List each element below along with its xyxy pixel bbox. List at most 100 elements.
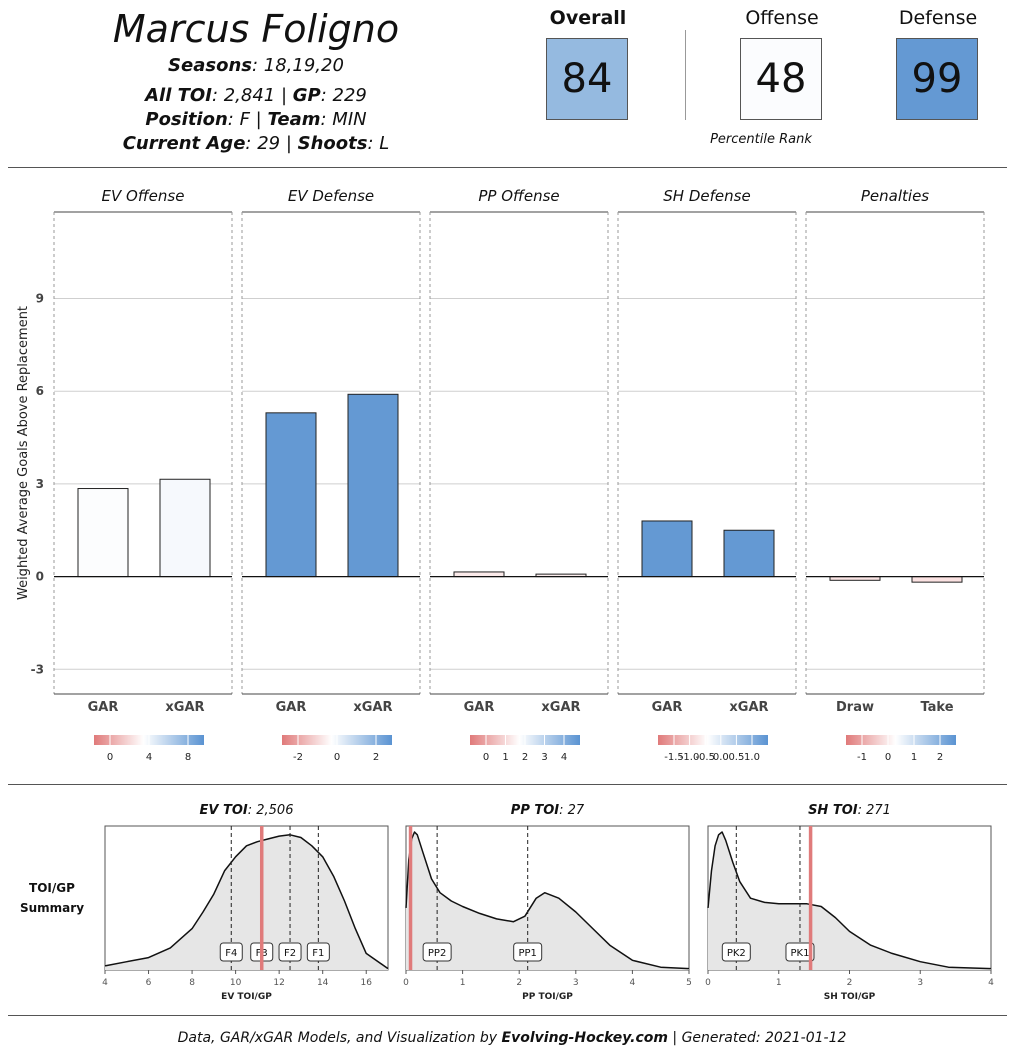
line-marker-label: PK1 [790,948,809,959]
legend-tick-label: 8 [185,752,191,763]
line-marker-label: PP1 [518,948,536,959]
overall-rank-box: 84 [546,38,628,120]
line-marker-label-box [721,942,751,962]
bar [911,576,963,583]
bar [159,478,211,578]
defense-label: Defense [898,7,978,29]
team-label: Team [267,109,321,130]
age-label: Current Age [122,133,246,154]
player-name: Marcus Foligno [112,7,400,51]
bar [723,529,775,578]
line-marker-label: F2 [284,948,296,959]
y-tick-label: 3 [36,477,44,491]
gp-label: GP [292,85,321,106]
density-area [406,832,689,970]
x-tick-label: 3 [917,978,923,988]
percentile-rank-label: Percentile Rank [710,132,812,147]
x-tick-label: 10 [230,978,242,988]
line-marker-label: PP2 [428,948,446,959]
line-marker-label-box [422,942,452,962]
legend-tick-label: 2 [373,752,379,763]
x-category-label: xGAR [541,700,580,715]
bar-panel: PP Offense GAR xGAR 0 1 2 3 4 [429,187,609,763]
legend-tick-label: 0 [483,752,489,763]
defense-rank-value: 99 [911,56,963,102]
rank-divider [685,30,686,120]
x-tick-label: 4 [988,978,994,988]
x-tick-label: 12 [273,978,284,988]
gar-chart: -3 0 3 6 9 Weighted Average Goals Above Repla… [16,187,985,763]
line-marker-label-box [785,942,815,962]
seasons-line: Seasons: 18,19,20 [80,53,432,78]
legend-tick-label: 1 [911,752,917,763]
row-label-top: TOI/GP [29,881,75,895]
legend-tick-label: 1.0 [744,752,760,763]
footer-credit: Data, GAR/xGAR Models, and Visualization… [0,1030,1024,1046]
panel-title: PP Offense [478,187,559,205]
panel-title: EV Offense [102,187,185,205]
y-tick-label: 6 [36,384,44,398]
row-label-bottom: Summary [20,901,84,915]
x-tick-label: 0 [705,978,711,988]
x-category-label: xGAR [353,700,392,715]
x-tick-label: 6 [146,978,152,988]
x-tick-label: 0 [403,978,409,988]
y-tick-label: 9 [36,292,44,306]
gp-value: : 229 [320,85,367,106]
x-axis-label: EV TOI/GP [221,992,272,1002]
x-category-label: GAR [652,700,683,715]
x-tick-label: 1 [460,978,466,988]
x-tick-label: 16 [361,978,373,988]
x-tick-label: 4 [102,978,108,988]
bar [265,412,317,578]
x-category-label: GAR [88,700,119,715]
legend-tick-label: 2 [522,752,528,763]
x-tick-label: 2 [516,978,522,988]
x-tick-label: 5 [686,978,692,988]
legend-tick-label: -1 [857,752,867,763]
footer-brand: Evolving-Hockey.com [501,1030,668,1046]
mid-separator [8,784,1007,785]
x-tick-label: 4 [630,978,636,988]
position-value: : F | [227,109,268,130]
toi-title: EV TOI: 2,506 [200,803,294,818]
toi-value: : 2,841 | [211,85,293,106]
line-marker-label: F4 [225,948,237,959]
y-tick-label: -3 [31,662,44,676]
panel-title: SH Defense [663,187,750,205]
header-separator [8,167,1007,168]
line-marker-label-box [278,942,302,962]
y-axis-label: Weighted Average Goals Above Replacement [16,306,31,600]
toi-title-label: SH TOI [808,803,858,818]
shoots-label: Shoots [297,133,368,154]
bar-panel: EV Offense GAR xGAR 0 4 8 [53,187,233,763]
toi-title: SH TOI: 271 [808,803,891,818]
age-line: Current Age: 29 | Shoots: L [80,131,432,156]
defense-rank-box: 99 [896,38,978,120]
toi-title-value: : 2,506 [248,803,294,818]
footer-separator [8,1015,1007,1016]
legend-tick-label: -1.5 [664,752,684,763]
overall-rank-value: 84 [561,56,613,102]
overall-label: Overall [549,7,627,29]
position-label: Position [145,109,228,130]
x-tick-label: 2 [847,978,853,988]
footer-prefix: Data, GAR/xGAR Models, and Visualization… [177,1030,502,1046]
toi-panel: PP TOI: 27 PP2 PP1 0 1 2 3 4 5 PP TOI/GP [403,803,692,1002]
bar [347,393,399,578]
toi-title: PP TOI: 27 [511,803,585,818]
x-category-label: Take [920,700,953,715]
x-tick-label: 14 [317,978,329,988]
legend-tick-label: 3 [541,752,547,763]
x-category-label: GAR [464,700,495,715]
toi-title-label: EV TOI [200,803,248,818]
legend-tick-label: 4 [561,752,567,763]
team-value: : MIN [320,109,367,130]
seasons-label: Seasons [168,55,252,76]
density-area [708,832,991,970]
footer-suffix: | Generated: 2021-01-12 [667,1030,847,1046]
toi-title-value: : 271 [858,803,891,818]
color-legend-bar [846,735,956,745]
x-tick-label: 1 [776,978,782,988]
